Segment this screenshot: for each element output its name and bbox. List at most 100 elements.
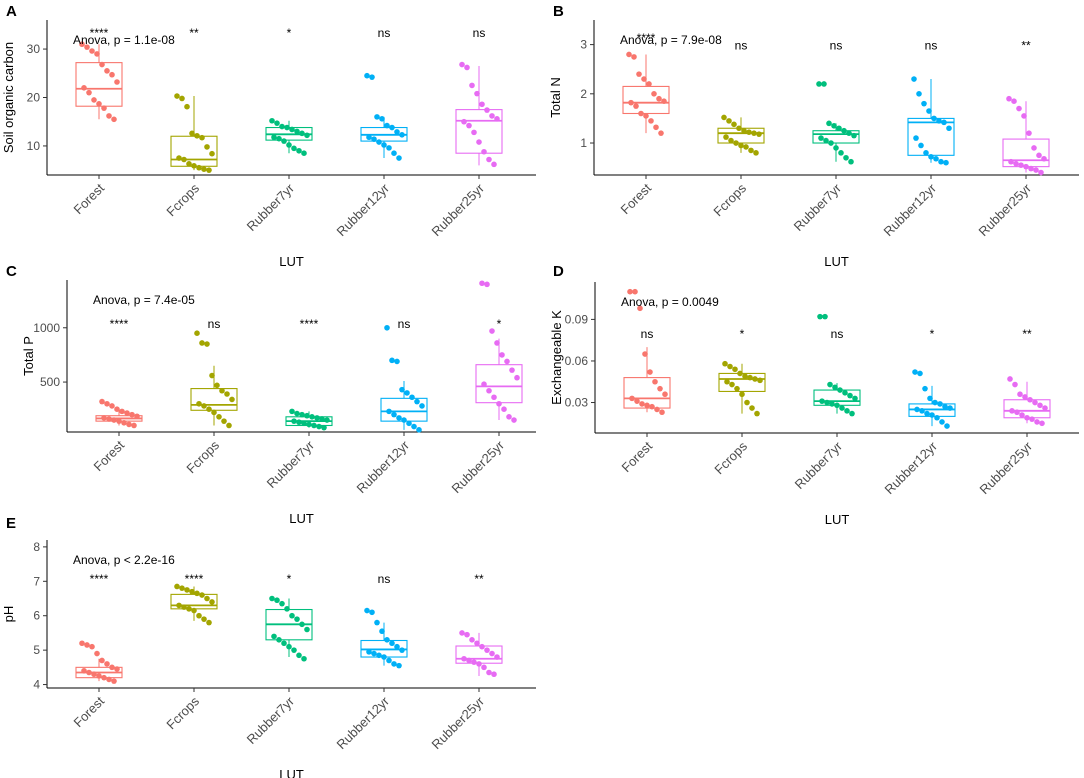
data-point <box>818 135 824 141</box>
data-point <box>931 115 937 122</box>
x-tick-label: Fcrops <box>163 180 202 219</box>
data-point <box>206 406 212 413</box>
data-point <box>81 667 87 674</box>
data-point <box>294 410 300 417</box>
data-point <box>476 139 482 145</box>
x-tick-label: Rubber7yr <box>244 693 298 747</box>
y-tick-label: 20 <box>27 91 41 105</box>
data-point <box>206 167 212 173</box>
data-point <box>399 131 405 138</box>
data-point <box>291 418 297 424</box>
data-point <box>828 140 834 146</box>
y-tick-label: 0.09 <box>565 312 589 326</box>
data-point <box>628 99 634 106</box>
data-point <box>734 385 740 392</box>
x-tick-label: Fcrops <box>711 438 750 477</box>
data-point <box>821 81 827 87</box>
data-point <box>741 127 747 134</box>
data-point <box>376 139 382 145</box>
box-forest <box>622 54 670 134</box>
data-point <box>391 150 397 157</box>
data-point <box>316 423 322 430</box>
data-point <box>476 661 482 667</box>
data-point <box>319 416 325 422</box>
data-point <box>111 116 117 123</box>
data-point <box>79 41 85 48</box>
data-point <box>364 72 370 79</box>
data-point <box>466 657 472 664</box>
data-point <box>271 633 277 640</box>
data-point <box>731 121 737 128</box>
data-point <box>284 606 290 612</box>
data-point <box>646 81 652 87</box>
x-tick-label: Rubber12yr <box>333 180 392 239</box>
data-point <box>104 68 110 74</box>
data-point <box>832 384 838 391</box>
data-point <box>209 599 215 605</box>
data-point <box>96 100 102 107</box>
data-point <box>106 113 112 119</box>
data-point <box>662 391 668 398</box>
data-point <box>96 673 102 679</box>
data-point <box>386 145 392 151</box>
data-point <box>221 418 227 424</box>
data-point <box>411 423 417 430</box>
data-point <box>289 408 295 415</box>
data-point <box>1022 394 1028 400</box>
data-point <box>209 372 215 379</box>
data-point <box>641 76 647 82</box>
y-tick-label: 6 <box>33 609 40 623</box>
data-point <box>304 132 310 139</box>
data-point <box>406 420 412 427</box>
data-point <box>739 391 745 398</box>
data-point <box>181 156 187 163</box>
data-point <box>109 71 115 78</box>
anova-annotation: Anova, p = 7.9e-08 <box>620 33 722 47</box>
data-point <box>1026 130 1032 136</box>
data-point <box>722 360 728 367</box>
data-point <box>114 79 120 85</box>
data-point <box>196 400 202 407</box>
data-point <box>511 417 517 423</box>
data-point <box>396 662 402 669</box>
data-point <box>846 130 852 136</box>
data-point <box>721 114 727 121</box>
data-point <box>91 97 97 103</box>
data-point <box>199 340 205 346</box>
data-point <box>481 664 487 671</box>
data-point <box>459 630 465 636</box>
data-point <box>284 124 290 131</box>
signif-label: ** <box>1021 39 1031 53</box>
data-point <box>637 305 643 312</box>
signif-label: ns <box>398 317 411 331</box>
box-iqr <box>75 62 123 107</box>
data-point <box>216 414 222 420</box>
data-point <box>84 44 90 50</box>
data-point <box>409 394 415 401</box>
data-point <box>631 54 637 60</box>
data-point <box>751 130 757 136</box>
data-point <box>291 145 297 152</box>
y-tick-label: 3 <box>580 38 587 52</box>
panel-label: B <box>553 3 564 20</box>
data-point <box>289 126 295 133</box>
data-point <box>304 412 310 419</box>
data-point <box>184 103 190 110</box>
data-point <box>1039 420 1045 427</box>
data-point <box>106 416 112 422</box>
data-point <box>927 395 933 402</box>
signif-label: **** <box>90 572 109 586</box>
data-point <box>723 134 729 140</box>
box-rubber25yr <box>455 66 503 166</box>
data-point <box>106 676 112 683</box>
data-point <box>724 378 730 385</box>
data-point <box>486 156 492 163</box>
data-point <box>229 396 235 403</box>
signif-label: **** <box>110 317 129 331</box>
data-point <box>656 95 662 102</box>
data-point <box>366 649 372 655</box>
data-point <box>396 415 402 421</box>
data-point <box>101 674 107 681</box>
data-point <box>399 386 405 393</box>
data-point <box>184 587 190 593</box>
